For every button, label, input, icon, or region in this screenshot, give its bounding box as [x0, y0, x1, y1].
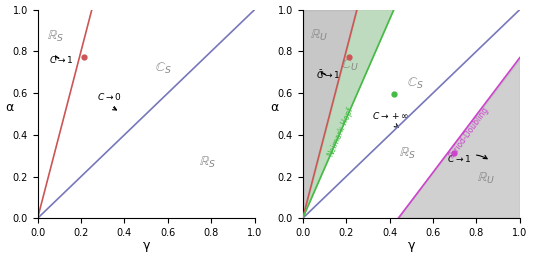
Text: Neimark-Hopf: Neimark-Hopf: [326, 106, 355, 158]
Text: $\mathbb{R}_S$: $\mathbb{R}_S$: [199, 155, 215, 170]
Y-axis label: α: α: [271, 101, 279, 114]
Text: $\mathbb{C}_U$: $\mathbb{C}_U$: [342, 58, 359, 74]
Polygon shape: [303, 10, 357, 218]
X-axis label: γ: γ: [408, 239, 415, 252]
Polygon shape: [303, 10, 394, 218]
Text: $\mathbb{C}_S$: $\mathbb{C}_S$: [407, 76, 424, 91]
Text: $\mathbb{R}_U$: $\mathbb{R}_U$: [310, 28, 328, 43]
Text: $\mathbb{C}_S$: $\mathbb{C}_S$: [155, 60, 172, 76]
Text: $C\to1$: $C\to1$: [49, 54, 74, 65]
Text: Period-Doubling: Period-Doubling: [447, 105, 490, 160]
Text: $\bar{C}\to1$: $\bar{C}\to1$: [317, 69, 341, 82]
X-axis label: γ: γ: [142, 239, 150, 252]
Polygon shape: [303, 10, 394, 218]
Polygon shape: [398, 58, 520, 218]
Text: $C\to+\infty$: $C\to+\infty$: [372, 110, 409, 127]
Text: $\mathbb{R}_S$: $\mathbb{R}_S$: [46, 29, 63, 44]
Text: $\mathbb{R}_S$: $\mathbb{R}_S$: [399, 146, 415, 161]
Y-axis label: α: α: [5, 101, 14, 114]
Text: $C\to0$: $C\to0$: [97, 91, 122, 110]
Text: $\mathbb{R}_U$: $\mathbb{R}_U$: [478, 171, 495, 186]
Text: $C\to1$: $C\to1$: [447, 153, 487, 164]
